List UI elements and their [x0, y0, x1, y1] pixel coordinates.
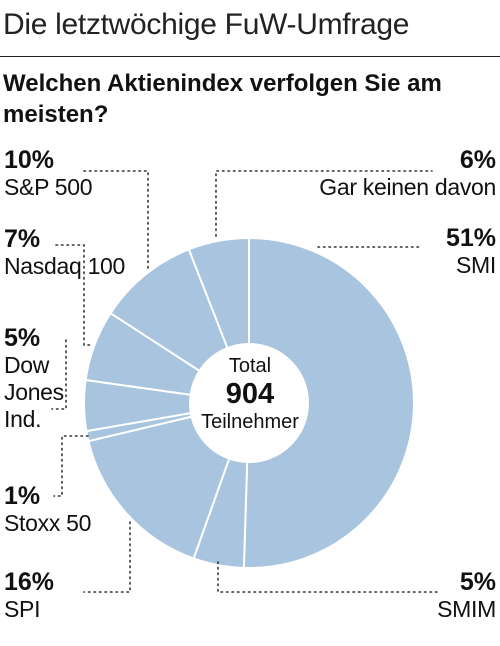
donut-center: Total 904 Teilnehmer — [190, 355, 310, 433]
label-spi-name: SPI — [4, 596, 41, 622]
label-dow-name-3: Ind. — [4, 406, 42, 432]
label-sp500: 10% S&P 500 — [4, 146, 93, 201]
label-dow-name-2: Jones — [4, 379, 64, 405]
label-smim: 5% SMIM — [437, 568, 496, 623]
header: Die letztwöchige FuW-Umfrage — [0, 0, 500, 57]
leader-line-stoxx — [53, 435, 89, 497]
label-dow-pct: 5% — [4, 324, 41, 352]
label-smim-pct: 5% — [459, 568, 496, 596]
label-none-pct: 6% — [459, 146, 496, 174]
center-total-label: Total — [228, 355, 272, 377]
label-none-name: Gar keinen davon — [319, 174, 496, 200]
label-sp500-pct: 10% — [4, 146, 55, 174]
label-smi: 51% SMI — [446, 224, 496, 279]
label-smim-name: SMIM — [437, 596, 496, 622]
chart-question: Welchen Aktienindex verfolgen Sie am mei… — [3, 70, 442, 128]
label-smi-name: SMI — [456, 252, 496, 278]
slice-smi — [242, 236, 415, 569]
label-nasdaq: 7% Nasdaq 100 — [4, 225, 125, 280]
label-stoxx-name: Stoxx 50 — [4, 510, 92, 536]
center-participants-label: Teilnehmer — [201, 411, 299, 433]
leader-line-smim — [217, 561, 441, 593]
label-stoxx-pct: 1% — [4, 482, 41, 510]
leader-line-sp500 — [83, 170, 149, 273]
page-title: Die letztwöchige FuW-Umfrage — [3, 8, 410, 41]
label-spi: 16% SPI — [4, 568, 54, 623]
label-stoxx: 1% Stoxx 50 — [4, 482, 91, 537]
leader-line-dow — [51, 339, 67, 410]
label-none: 6% Gar keinen davon — [319, 146, 496, 201]
center-total-value: 904 — [225, 378, 275, 410]
leader-line-spi — [83, 521, 131, 593]
label-spi-pct: 16% — [4, 568, 55, 596]
leader-line-nasdaq — [55, 244, 93, 346]
label-smi-pct: 51% — [445, 224, 496, 252]
slice-spi — [87, 415, 231, 560]
leader-line-none — [215, 170, 433, 237]
slice-gar-keinen-davon — [187, 236, 250, 350]
label-nasdaq-pct: 7% — [4, 225, 41, 253]
label-dow: 5% Dow Jones Ind. — [4, 324, 64, 433]
label-nasdaq-name: Nasdaq 100 — [4, 253, 126, 279]
label-sp500-name: S&P 500 — [4, 174, 93, 200]
label-dow-name-1: Dow — [4, 352, 50, 378]
